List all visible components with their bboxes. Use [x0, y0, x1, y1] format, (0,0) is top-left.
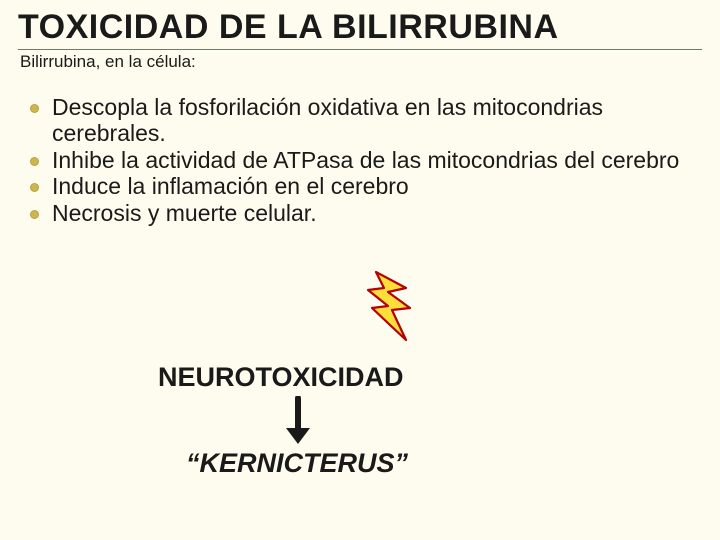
slide: TOXICIDAD DE LA BILIRRUBINA Bilirrubina,… [0, 0, 720, 540]
arrow-down-icon [284, 396, 312, 449]
neurotoxicidad-label: NEUROTOXICIDAD [158, 362, 404, 393]
lightning-bolt-icon [366, 270, 412, 349]
list-item: Necrosis y muerte celular. [30, 200, 702, 226]
list-item: Induce la inflamación en el cerebro [30, 173, 702, 199]
slide-subtitle: Bilirrubina, en la célula: [20, 52, 702, 72]
kernicterus-label: “KERNICTERUS” [186, 448, 408, 479]
list-item: Descopla la fosforilación oxidativa en l… [30, 94, 702, 147]
bullet-list: Descopla la fosforilación oxidativa en l… [30, 94, 702, 226]
arrow-head [286, 428, 310, 444]
list-item: Inhibe la actividad de ATPasa de las mit… [30, 147, 702, 173]
slide-title: TOXICIDAD DE LA BILIRRUBINA [18, 8, 702, 50]
bolt-shape [368, 272, 410, 340]
